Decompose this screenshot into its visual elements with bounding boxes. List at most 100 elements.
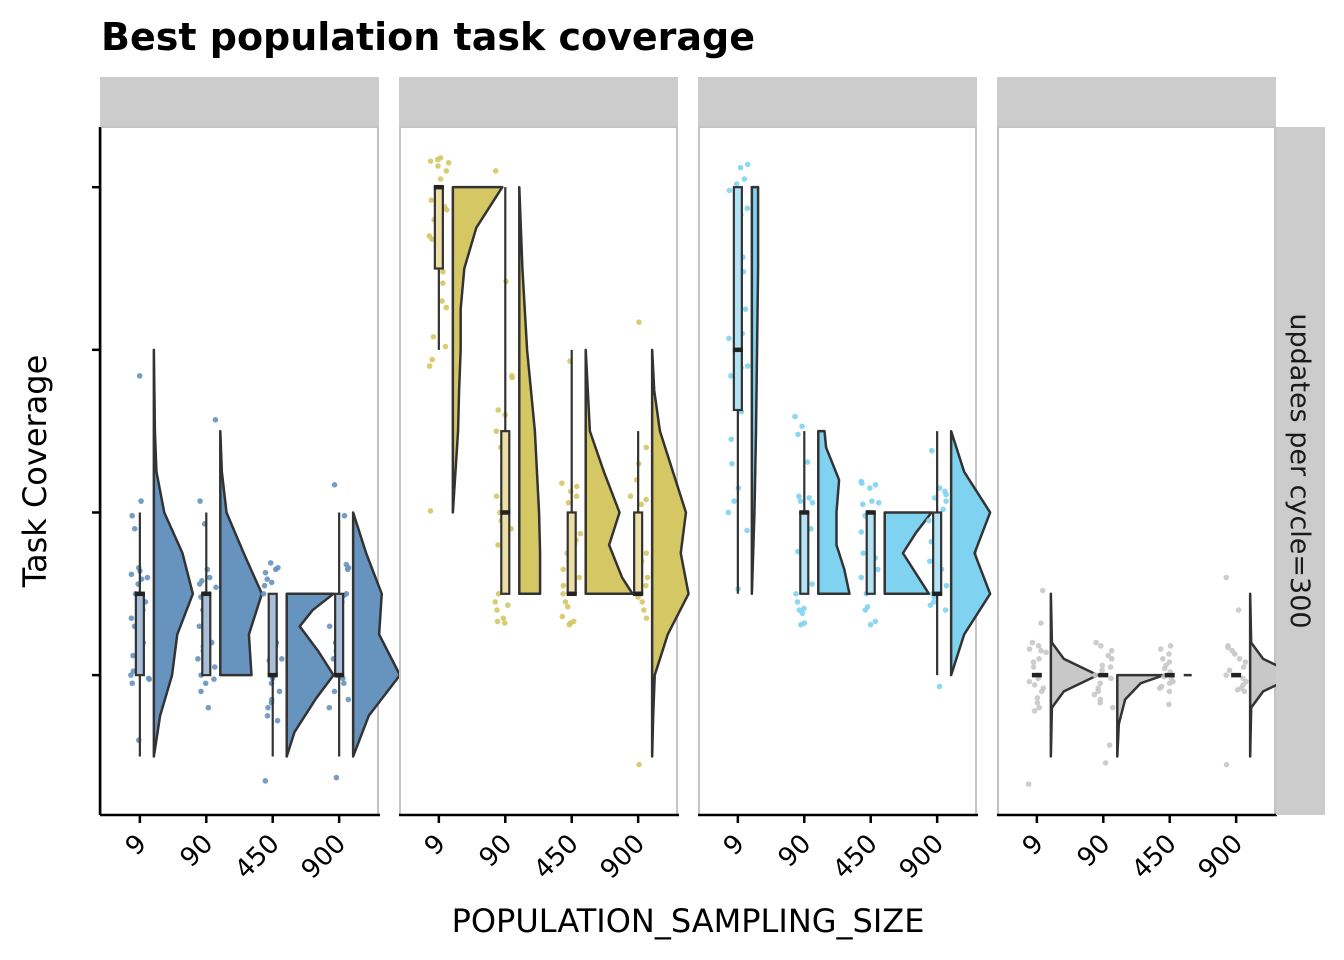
- data-point: [928, 447, 935, 454]
- data-point: [1157, 646, 1164, 652]
- data-point: [1036, 656, 1042, 662]
- data-point: [198, 688, 204, 695]
- data-point: [434, 156, 441, 163]
- panel-border: [399, 126, 678, 816]
- panel-border: [100, 126, 379, 816]
- x-tick-label: 9: [1017, 829, 1050, 862]
- data-point: [573, 493, 580, 500]
- data-point: [1106, 742, 1113, 748]
- violin-half: [451, 185, 504, 514]
- data-point: [205, 704, 212, 711]
- data-point: [872, 482, 879, 488]
- data-point: [341, 680, 347, 687]
- violin-half: [883, 511, 933, 596]
- data-point: [1091, 691, 1098, 698]
- data-point: [196, 623, 203, 630]
- box-iqr: [865, 511, 876, 595]
- data-point: [742, 306, 749, 312]
- data-point: [443, 207, 450, 213]
- data-point: [442, 343, 449, 350]
- data-point: [212, 664, 218, 670]
- data-point: [797, 498, 804, 504]
- data-point: [641, 607, 647, 613]
- facet-panel-none: 9 90 450 900: [997, 77, 1299, 885]
- data-point: [128, 672, 134, 678]
- data-point: [1161, 665, 1168, 672]
- data-point: [212, 416, 219, 423]
- data-point: [872, 618, 879, 625]
- data-point: [927, 602, 934, 608]
- data-point: [129, 512, 135, 519]
- x-tick-label: 450: [528, 829, 584, 885]
- data-point: [858, 574, 865, 581]
- data-point: [566, 621, 573, 628]
- data-point: [792, 413, 798, 420]
- data-point: [509, 374, 515, 381]
- data-point: [1038, 620, 1044, 626]
- data-point: [268, 579, 275, 586]
- data-point: [331, 482, 338, 488]
- facet-strip-background: [399, 77, 678, 127]
- box-iqr: [799, 511, 810, 595]
- data-point: [728, 436, 735, 443]
- data-point: [943, 582, 950, 589]
- violin-half: [817, 429, 851, 596]
- data-point: [435, 163, 441, 169]
- data-point: [940, 506, 946, 513]
- row-facet-strip-background: [1276, 127, 1325, 815]
- y-axis-title: Task Coverage: [16, 355, 54, 589]
- data-point: [344, 566, 351, 573]
- x-tick-label: 90: [474, 829, 519, 874]
- data-point: [427, 158, 434, 164]
- data-point: [874, 566, 881, 573]
- data-point: [443, 168, 450, 174]
- data-point: [128, 615, 135, 621]
- facet-panels: 9 90 450 900 9 90 450 900 9 90 450 900 9 90 450 900: [100, 77, 1299, 885]
- row-facet-label: updates per cycle=300: [1284, 313, 1315, 628]
- data-point: [493, 428, 500, 434]
- data-point: [859, 480, 865, 486]
- x-tick-label: 450: [827, 829, 883, 885]
- data-point: [495, 407, 501, 413]
- data-point: [1038, 647, 1044, 654]
- data-point: [565, 499, 572, 506]
- data-point: [643, 582, 649, 589]
- data-point: [264, 576, 270, 582]
- data-point: [1092, 672, 1098, 678]
- data-point: [809, 499, 816, 506]
- data-point: [926, 517, 932, 524]
- data-point: [129, 680, 136, 687]
- data-point: [799, 610, 806, 617]
- data-point: [430, 334, 437, 340]
- x-tick-label: 900: [595, 829, 651, 885]
- data-point: [943, 491, 949, 498]
- data-point: [643, 550, 650, 556]
- data-point: [726, 187, 733, 194]
- data-point: [726, 335, 732, 342]
- data-point: [559, 480, 565, 486]
- data-point: [804, 459, 811, 465]
- box-iqr: [267, 592, 278, 677]
- data-point: [1166, 688, 1173, 695]
- facet-panel-nde: 9 90 450 900: [698, 77, 992, 885]
- data-point: [494, 618, 501, 625]
- violin-half: [351, 511, 402, 758]
- data-point: [260, 590, 267, 597]
- box-iqr: [932, 511, 943, 595]
- data-point: [1035, 643, 1042, 649]
- x-tick-label: 450: [1126, 829, 1182, 885]
- data-point: [326, 704, 333, 711]
- data-point: [936, 683, 943, 690]
- violin-half: [219, 429, 264, 677]
- data-point: [643, 496, 649, 503]
- data-point: [445, 159, 452, 166]
- data-point: [138, 498, 144, 504]
- data-point: [1102, 760, 1109, 766]
- data-point: [213, 584, 219, 591]
- group-elite-9: 9: [120, 348, 195, 862]
- data-point: [1234, 686, 1241, 693]
- data-point: [1225, 644, 1231, 651]
- data-point: [731, 498, 737, 504]
- data-point: [643, 444, 650, 451]
- data-point: [1031, 708, 1038, 714]
